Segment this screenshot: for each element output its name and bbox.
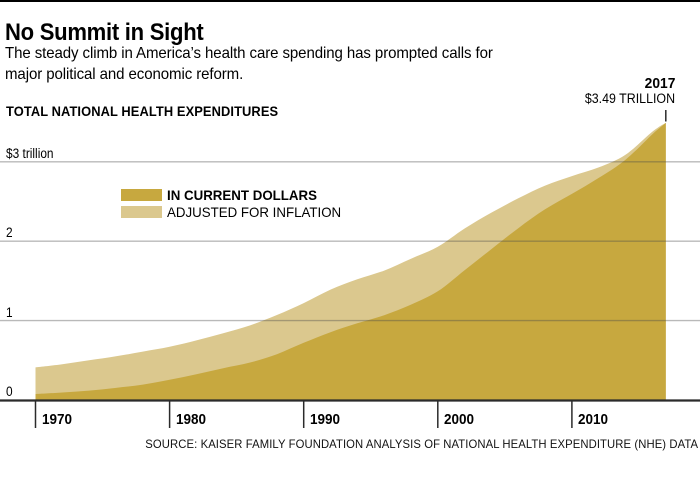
- legend-item-adjusted-inflation: ADJUSTED FOR INFLATION: [121, 204, 350, 220]
- y-axis-label-2: 2: [6, 225, 13, 241]
- area-in-current-dollars: [35, 122, 666, 401]
- x-axis-label-1990: 1990: [309, 411, 340, 428]
- top-rule: [0, 0, 700, 2]
- x-axis-label-1970: 1970: [41, 411, 72, 428]
- legend-label-adjusted-inflation: ADJUSTED FOR INFLATION: [167, 204, 342, 220]
- annotation-value: $3.49 TRILLION: [584, 91, 675, 106]
- page-title: No Summit in Sight: [5, 19, 204, 46]
- x-axis-label-2010: 2010: [577, 411, 608, 428]
- y-axis-label-0: 0: [6, 384, 13, 399]
- subtitle-line-1: The steady climb in America’s health car…: [5, 45, 493, 62]
- legend-label-current-dollars: IN CURRENT DOLLARS: [167, 187, 317, 203]
- annotation-year: 2017: [644, 75, 675, 92]
- legend-swatch-adjusted-inflation: [121, 205, 162, 219]
- legend-swatch-current-dollars: [121, 188, 162, 202]
- x-axis-label-2000: 2000: [443, 411, 474, 428]
- y-axis-label-3: $3 trillion: [6, 145, 54, 161]
- chart-title: TOTAL NATIONAL HEALTH EXPENDITURES: [6, 103, 279, 119]
- legend-item-current-dollars: IN CURRENT DOLLARS: [121, 187, 325, 203]
- source-credit: SOURCE: KAISER FAMILY FOUNDATION ANALYSI…: [145, 437, 698, 451]
- x-axis-label-1980: 1980: [175, 411, 206, 428]
- y-axis-label-1: 1: [6, 304, 13, 320]
- subtitle-line-2: major political and economic reform.: [5, 66, 244, 83]
